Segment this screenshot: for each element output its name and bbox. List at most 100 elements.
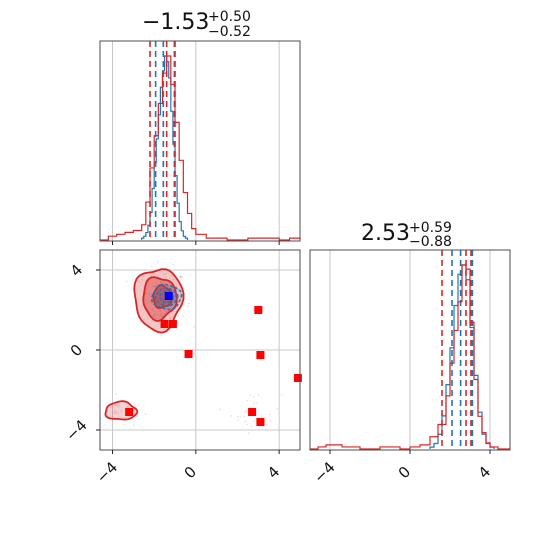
sample-point bbox=[160, 315, 163, 317]
sample-point bbox=[151, 307, 154, 310]
red-marker bbox=[256, 418, 265, 426]
sample-point bbox=[137, 404, 140, 407]
sample-point bbox=[159, 313, 162, 316]
sample-point bbox=[115, 393, 117, 395]
title-x-median: −1.53 bbox=[142, 10, 209, 35]
sample-point bbox=[243, 415, 245, 418]
sample-point bbox=[152, 285, 154, 288]
sample-point bbox=[114, 404, 117, 407]
sample-point bbox=[114, 411, 116, 413]
red-marker bbox=[256, 351, 265, 359]
sample-point bbox=[118, 404, 120, 406]
sample-point bbox=[180, 275, 182, 278]
sample-point bbox=[179, 276, 182, 278]
sample-point bbox=[175, 284, 178, 286]
sample-point bbox=[174, 295, 176, 298]
sample-point bbox=[167, 285, 169, 288]
tick-label: 0 bbox=[181, 463, 200, 482]
tick-label: −4 bbox=[62, 416, 90, 444]
sample-point bbox=[236, 415, 239, 418]
sample-point bbox=[113, 409, 116, 412]
sample-point bbox=[188, 302, 190, 305]
sample-point bbox=[219, 408, 221, 411]
title-x-plus: +0.50 bbox=[208, 9, 251, 25]
sample-point bbox=[153, 314, 156, 317]
sample-point bbox=[172, 301, 174, 304]
sample-point bbox=[123, 423, 125, 426]
sample-point bbox=[159, 310, 161, 312]
red-marker bbox=[160, 320, 169, 328]
sample-point bbox=[160, 312, 163, 315]
sample-point bbox=[148, 309, 151, 312]
sample-point bbox=[249, 393, 252, 396]
title-y-median: 2.53 bbox=[361, 221, 410, 246]
sample-point bbox=[184, 300, 186, 303]
sample-point bbox=[107, 415, 109, 417]
sample-point bbox=[163, 313, 166, 315]
sample-point bbox=[140, 309, 142, 311]
sample-point bbox=[253, 395, 255, 398]
sample-point bbox=[155, 317, 157, 319]
sample-point bbox=[159, 315, 161, 317]
title-y-plus: +0.59 bbox=[409, 220, 452, 236]
tick-label: 0 bbox=[67, 341, 86, 360]
sample-point bbox=[153, 314, 156, 317]
sample-point bbox=[138, 281, 141, 284]
red-histogram-y bbox=[310, 264, 510, 450]
sample-point bbox=[169, 316, 171, 319]
sample-point bbox=[152, 285, 155, 288]
sample-point bbox=[116, 412, 119, 415]
red-histogram-x bbox=[100, 55, 301, 241]
sample-point bbox=[252, 420, 255, 422]
summary-titles: −1.53 +0.50 −0.52 2.53 +0.59 −0.88 bbox=[142, 9, 452, 250]
sample-point bbox=[171, 312, 174, 315]
sample-point bbox=[180, 275, 182, 278]
sample-point bbox=[161, 316, 164, 318]
panel-frame bbox=[99, 40, 301, 242]
sample-point bbox=[144, 291, 147, 294]
sample-point bbox=[230, 415, 233, 417]
sample-point bbox=[276, 408, 278, 410]
sample-point bbox=[141, 279, 144, 281]
sample-point bbox=[113, 412, 115, 415]
sample-point bbox=[146, 302, 148, 305]
sample-point bbox=[160, 334, 163, 337]
sample-point bbox=[149, 293, 151, 296]
sample-point bbox=[156, 283, 158, 286]
red-marker bbox=[248, 408, 257, 416]
sample-point bbox=[250, 425, 253, 427]
sample-point bbox=[153, 285, 156, 288]
sample-point bbox=[160, 281, 162, 284]
sample-point bbox=[159, 281, 162, 283]
sample-point bbox=[151, 265, 153, 268]
sample-point bbox=[133, 403, 135, 405]
sample-point bbox=[280, 393, 283, 396]
sample-point bbox=[117, 405, 120, 408]
panel-hist-y: −4 0 4 bbox=[309, 249, 511, 487]
sample-point bbox=[166, 310, 168, 313]
sample-point bbox=[162, 273, 165, 275]
sample-point bbox=[186, 305, 189, 307]
sample-point bbox=[146, 317, 149, 319]
sample-point bbox=[244, 420, 247, 423]
sample-point bbox=[152, 308, 155, 311]
sample-point bbox=[145, 288, 148, 291]
sample-point bbox=[237, 419, 240, 422]
sample-point bbox=[179, 275, 182, 278]
sample-point bbox=[247, 432, 250, 435]
sample-point bbox=[144, 293, 147, 296]
red-marker bbox=[293, 374, 302, 382]
sample-point bbox=[162, 315, 165, 317]
red-marker bbox=[184, 350, 193, 358]
sample-point bbox=[161, 282, 164, 284]
red-marker bbox=[254, 306, 263, 314]
sample-point bbox=[145, 299, 147, 302]
sample-point bbox=[252, 402, 255, 405]
sample-point bbox=[169, 317, 171, 320]
tick-label: 4 bbox=[264, 463, 283, 482]
sample-point bbox=[155, 282, 158, 285]
sample-point bbox=[181, 276, 184, 279]
sample-point bbox=[244, 410, 247, 412]
sample-point bbox=[168, 314, 170, 316]
